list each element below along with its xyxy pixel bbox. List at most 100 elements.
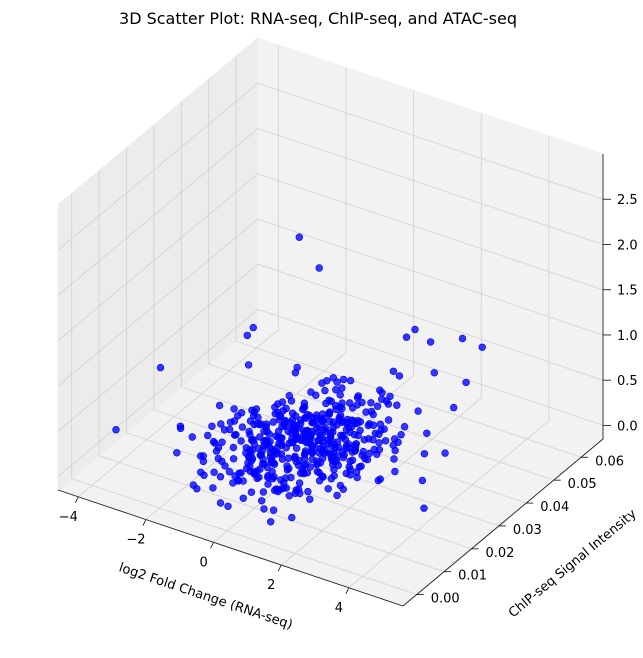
data-point [369,410,377,419]
grid-z-left [57,309,259,477]
x-tick-mark [210,542,214,549]
data-point [246,417,255,425]
data-point [287,397,296,405]
data-point [225,468,234,476]
data-point [230,417,239,425]
data-point [297,469,305,477]
data-point [328,442,336,450]
data-point [458,334,467,343]
data-point [344,440,353,448]
x-tick-mark [277,564,282,572]
data-point [300,461,308,470]
data-point [216,499,225,507]
data-point [402,333,411,341]
y-tick-label: 0.01 [458,569,487,584]
x-tick-label: 0 [199,555,207,570]
axis-panes [56,36,605,607]
y-tick-label: 0.05 [568,477,597,492]
data-point [316,431,324,439]
data-point [258,497,266,505]
data-point [340,450,348,459]
data-point [237,437,245,445]
data-point [274,400,282,408]
data-point [322,427,330,435]
data-point [218,438,226,446]
data-point [259,460,267,468]
data-point [246,430,254,439]
data-point [306,495,314,503]
grid-y-floor [98,455,445,573]
data-point [271,486,279,495]
data-point [329,374,337,382]
data-point [230,405,238,413]
data-point [295,456,303,465]
data-point [215,401,224,410]
data-point [269,418,277,426]
data-point [321,446,329,454]
data-point [276,411,284,420]
data-point [249,323,258,332]
x-tick-label: −2 [126,533,145,548]
data-point [397,431,405,439]
data-point [176,422,185,430]
z-tick-label: 0.0 [617,419,638,434]
data-point [229,455,238,463]
data-point [277,485,285,493]
data-point [248,406,256,414]
data-point [359,447,367,456]
data-point [262,441,271,449]
grid-z-back [257,173,604,291]
z-tick-label: 1.0 [617,329,638,344]
data-point [224,502,232,510]
data-point [299,404,308,412]
data-point [441,449,449,457]
data-point [263,427,271,435]
data-point [375,439,383,447]
data-point [380,425,388,433]
data-point [363,455,372,464]
data-point [288,435,296,443]
data-point [295,233,303,241]
data-point [247,457,256,465]
data-point [292,444,301,452]
data-point [253,467,261,475]
data-point [371,429,379,438]
data-point [393,401,401,409]
data-point [384,400,393,408]
data-point [250,436,258,444]
data-point [376,386,384,394]
data-point [330,472,338,480]
data-point [354,417,362,425]
data-point [423,429,431,437]
data-point [384,416,393,424]
data-point [280,479,288,487]
data-point [315,449,323,457]
data-point [373,402,382,410]
data-point [325,409,333,417]
data-point [210,468,218,476]
data-point [259,488,268,496]
data-point [269,506,278,514]
data-point [247,450,255,458]
data-point [208,422,216,430]
data-point [430,369,438,377]
data-point [364,421,372,430]
data-point [369,436,377,444]
data-point [234,412,242,420]
x-tick-mark [142,519,147,526]
grid-z-left [57,82,259,251]
data-point [315,264,323,272]
grid-z-left [57,173,259,342]
data-point [247,488,256,496]
data-point [411,325,419,334]
data-point [238,423,247,431]
data-point [390,455,398,463]
data-point [381,437,390,445]
data-point [216,473,225,481]
data-point [362,408,370,416]
data-point [235,469,243,477]
chart-title: 3D Scatter Plot: RNA-seq, ChIP-seq, and … [119,9,517,28]
data-point [360,436,368,444]
